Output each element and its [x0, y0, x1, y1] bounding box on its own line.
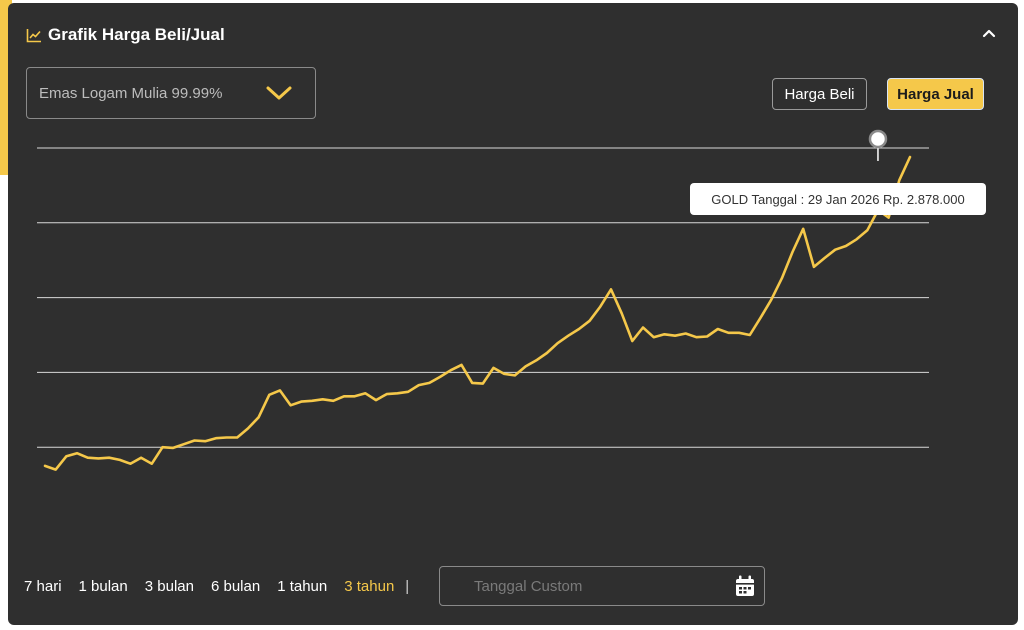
marker-dot[interactable] — [868, 129, 888, 149]
period-3-tahun[interactable]: 3 tahun — [344, 578, 395, 595]
panel-title: Grafik Harga Beli/Jual — [48, 25, 225, 44]
custom-date-input[interactable] — [440, 576, 735, 596]
period-1-tahun[interactable]: 1 tahun — [277, 578, 328, 595]
harga-jual-button[interactable]: Harga Jual — [887, 78, 984, 110]
period-6-bulan[interactable]: 6 bulan — [210, 578, 261, 595]
custom-date-field[interactable] — [439, 566, 765, 606]
chart-grid — [37, 147, 929, 448]
product-select[interactable]: Emas Logam Mulia 99.99% — [26, 67, 316, 119]
chevron-up-icon[interactable] — [980, 25, 998, 43]
period-7-hari[interactable]: 7 hari — [24, 578, 62, 595]
period-3-bulan[interactable]: 3 bulan — [144, 578, 194, 595]
period-selector: 7 hari 1 bulan 3 bulan 6 bulan 1 tahun 3… — [24, 578, 409, 595]
price-line — [43, 155, 912, 471]
calendar-icon[interactable] — [735, 575, 755, 597]
harga-beli-button[interactable]: Harga Beli — [772, 78, 867, 110]
chevron-down-icon — [266, 86, 292, 100]
period-1-bulan[interactable]: 1 bulan — [78, 578, 128, 595]
chart-panel: Grafik Harga Beli/Jual Emas Logam Mulia … — [8, 3, 1018, 625]
hover-point-marker[interactable] — [868, 129, 888, 161]
product-select-value: Emas Logam Mulia 99.99% — [39, 84, 223, 102]
line-chart-icon — [26, 29, 41, 43]
chart-tooltip: GOLD Tanggal : 29 Jan 2026 Rp. 2.878.000 — [690, 183, 986, 215]
period-separator: | — [405, 578, 410, 595]
panel-header: Grafik Harga Beli/Jual — [26, 25, 225, 45]
